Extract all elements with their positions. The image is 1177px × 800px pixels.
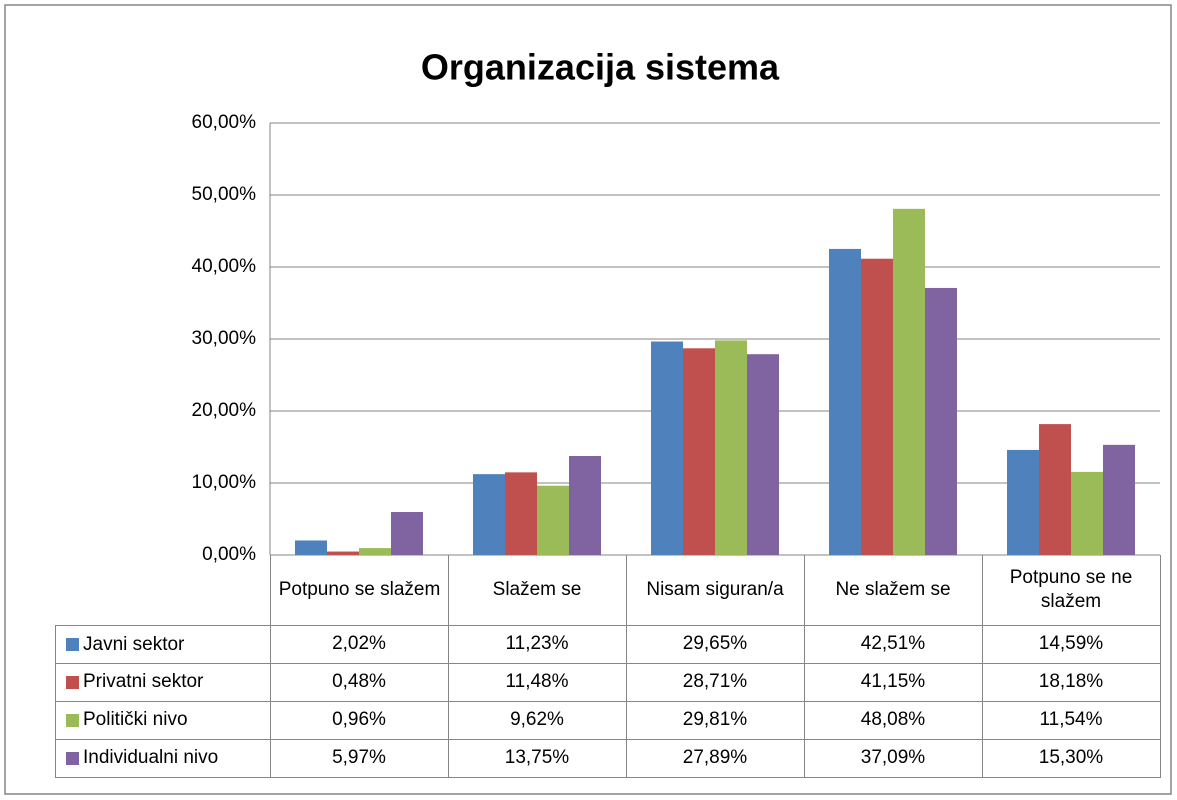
legend-label: Javni sektor	[83, 633, 185, 655]
bar	[747, 354, 779, 555]
data-table-value: 37,09%	[804, 739, 983, 778]
legend-swatch	[66, 751, 79, 765]
category-label: Slažem se	[448, 555, 627, 626]
bar	[359, 548, 391, 555]
data-table-value: 9,62%	[448, 701, 627, 740]
data-table-value: 11,48%	[448, 663, 627, 702]
bar	[327, 551, 359, 555]
legend-swatch	[66, 675, 79, 689]
data-table-value: 48,08%	[804, 701, 983, 740]
category-label: Nisam siguran/a	[626, 555, 805, 626]
bar	[1007, 449, 1039, 555]
data-table-value: 0,48%	[270, 663, 449, 702]
y-tick-label: 30,00%	[192, 328, 257, 349]
legend-entry: Privatni sektor	[55, 663, 271, 702]
data-table-value: 18,18%	[982, 663, 1161, 702]
y-tick-label: 60,00%	[192, 112, 257, 133]
bar	[861, 258, 893, 555]
category-label: Potpuno se slažem	[270, 555, 449, 626]
y-tick-label: 50,00%	[192, 184, 257, 205]
data-table-value: 14,59%	[982, 625, 1161, 664]
legend-entry: Javni sektor	[55, 625, 271, 664]
data-table-value: 29,65%	[626, 625, 805, 664]
bar	[893, 208, 925, 555]
bar	[1071, 471, 1103, 555]
y-tick-label: 20,00%	[192, 400, 257, 421]
data-table-value: 2,02%	[270, 625, 449, 664]
bar	[925, 287, 957, 555]
data-table-value: 5,97%	[270, 739, 449, 778]
data-table-value: 42,51%	[804, 625, 983, 664]
bar	[651, 341, 683, 555]
bar	[1103, 444, 1135, 555]
data-table-value: 27,89%	[626, 739, 805, 778]
data-table-value: 28,71%	[626, 663, 805, 702]
legend-label: Individualni nivo	[83, 747, 219, 768]
legend-label: Politički nivo	[83, 709, 188, 730]
chart-title: Organizacija sistema	[421, 47, 780, 88]
data-table-value: 15,30%	[982, 739, 1161, 778]
bar	[473, 474, 505, 555]
category-label: Potpuno se ne slažem	[982, 555, 1161, 626]
data-table-value: 13,75%	[448, 739, 627, 778]
legend-swatch	[66, 713, 79, 727]
bar	[715, 340, 747, 555]
bar	[391, 512, 423, 555]
legend-label: Privatni sektor	[83, 671, 204, 692]
category-label: Ne slažem se	[804, 555, 983, 626]
bar	[537, 485, 569, 555]
data-table-value: 41,15%	[804, 663, 983, 702]
data-table-value: 0,96%	[270, 701, 449, 740]
y-tick-label: 10,00%	[192, 472, 257, 493]
bar	[295, 540, 327, 555]
chart-frame	[4, 4, 1172, 795]
bar	[1039, 424, 1071, 555]
y-tick-label: 0,00%	[202, 544, 256, 565]
bar	[505, 472, 537, 555]
data-table-value: 29,81%	[626, 701, 805, 740]
bar	[683, 348, 715, 555]
y-tick-label: 40,00%	[192, 256, 257, 277]
legend-entry: Politički nivo	[55, 701, 271, 740]
bar	[569, 456, 601, 555]
legend-swatch	[66, 638, 79, 651]
legend-entry: Individualni nivo	[55, 739, 271, 778]
bar	[829, 248, 861, 556]
data-table-value: 11,23%	[448, 625, 627, 664]
data-table-value: 11,54%	[982, 701, 1161, 740]
